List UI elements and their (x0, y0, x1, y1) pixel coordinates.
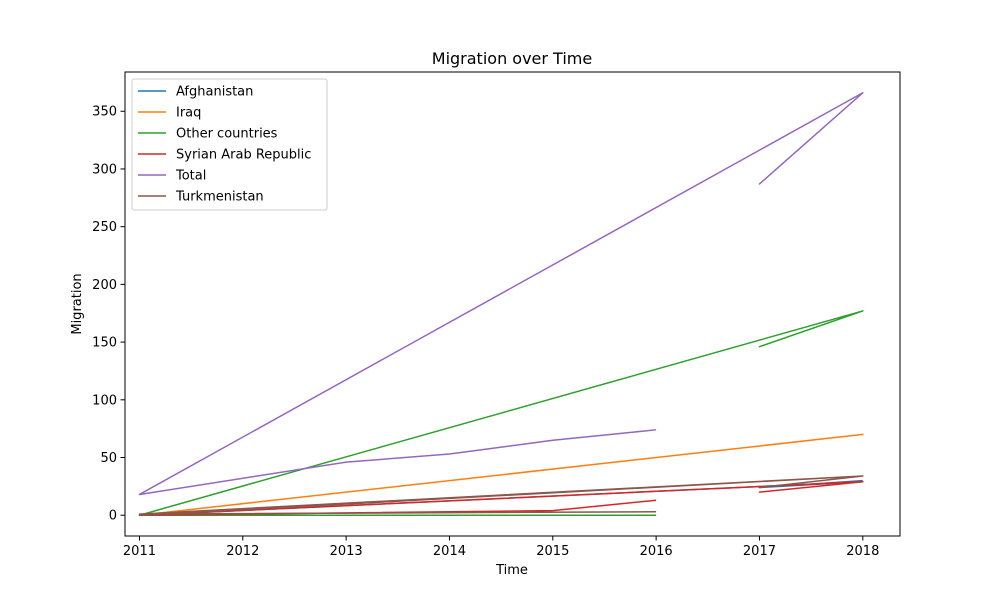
legend: Afghanistan Iraq Other countries Syrian Ara… (131, 78, 328, 211)
y-tick-label: 350 (92, 105, 117, 120)
y-tick-label: 200 (92, 278, 117, 293)
plot-lines (138, 92, 864, 516)
series-line-turkmenistan (138, 475, 864, 516)
series-line-other-countries (138, 310, 864, 516)
x-tick-label: 2016 (640, 544, 673, 559)
y-tick-label: 0 (109, 509, 117, 524)
legend-label: Turkmenistan (175, 190, 264, 205)
y-axis: 0 50 100 150 200 250 300 350 (92, 105, 125, 524)
y-tick-label: 250 (92, 220, 117, 235)
y-tick-label: 300 (92, 162, 117, 177)
x-tick-label: 2012 (226, 544, 259, 559)
y-tick-label: 50 (100, 451, 117, 466)
plot-frame (124, 71, 901, 537)
legend-label: Total (175, 169, 206, 184)
series-line-total (138, 92, 864, 496)
y-tick-label: 150 (92, 336, 117, 351)
x-tick-label: 2014 (433, 544, 466, 559)
chart-title: Migration over Time (432, 49, 592, 68)
legend-label: Syrian Arab Republic (176, 148, 311, 163)
series-line-syrian-arab-republic (138, 481, 864, 516)
legend-label: Other countries (176, 127, 278, 142)
y-tick-label: 100 (92, 393, 117, 408)
series-line-iraq (139, 433, 864, 516)
x-tick-label: 2011 (123, 544, 156, 559)
legend-label: Iraq (176, 106, 201, 121)
x-tick-label: 2017 (743, 544, 776, 559)
y-axis-label: Migration (70, 273, 85, 334)
x-tick-label: 2018 (846, 544, 879, 559)
x-axis: 2011 2012 2013 2014 2015 2016 2017 2018 (123, 536, 879, 559)
legend-box (131, 78, 328, 211)
x-tick-label: 2015 (536, 544, 569, 559)
x-axis-label: Time (495, 563, 528, 578)
x-tick-label: 2013 (330, 544, 363, 559)
legend-label: Afghanistan (176, 85, 253, 100)
